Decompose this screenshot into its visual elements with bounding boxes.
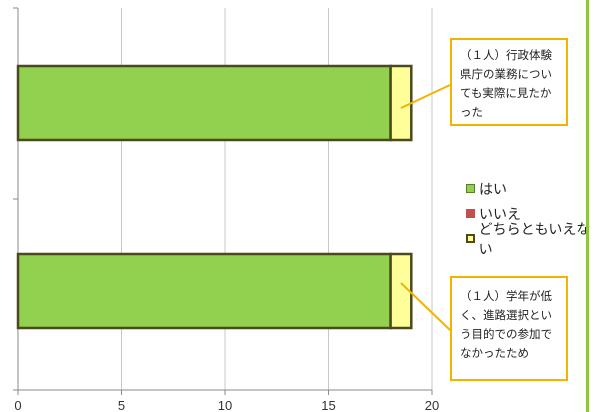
legend-label-yes: はい bbox=[479, 181, 507, 198]
x-tick-label-4: 20 bbox=[425, 398, 439, 412]
annotation-leader-0 bbox=[400, 84, 451, 109]
legend-label-no: いいえ bbox=[479, 206, 521, 223]
bar-1-series-2 bbox=[389, 252, 413, 330]
bar-0-series-0 bbox=[16, 64, 392, 142]
x-tick-label-2: 10 bbox=[218, 398, 232, 412]
bar-0-series-2 bbox=[389, 64, 413, 142]
x-tick-label-3: 15 bbox=[321, 398, 335, 412]
annotation-callout-1: （１人）行政体験 県庁の業務についても実際に見たかった bbox=[450, 38, 568, 126]
annotation-callout-2: （１人）学年が低く、進路選択という目的での参加でなかったため bbox=[450, 276, 568, 381]
legend-swatch-neutral bbox=[466, 234, 475, 243]
bar-1-series-0 bbox=[16, 252, 392, 330]
decorative-side-rule bbox=[586, 0, 589, 412]
annotation-leader-1 bbox=[400, 282, 451, 331]
legend-item-yes: はい bbox=[466, 176, 596, 201]
legend-swatch-no bbox=[466, 209, 475, 218]
legend-label-neutral: どちらともいえない bbox=[478, 221, 591, 258]
legend-item-neutral: どちらともいえない bbox=[466, 222, 596, 258]
x-tick-label-0: 0 bbox=[14, 398, 21, 412]
legend-swatch-yes bbox=[466, 184, 475, 193]
x-tick-label-1: 5 bbox=[118, 398, 125, 412]
legend-item-no: いいえ bbox=[466, 201, 596, 226]
legend: はい いいえ どちらともいえない bbox=[466, 176, 596, 258]
